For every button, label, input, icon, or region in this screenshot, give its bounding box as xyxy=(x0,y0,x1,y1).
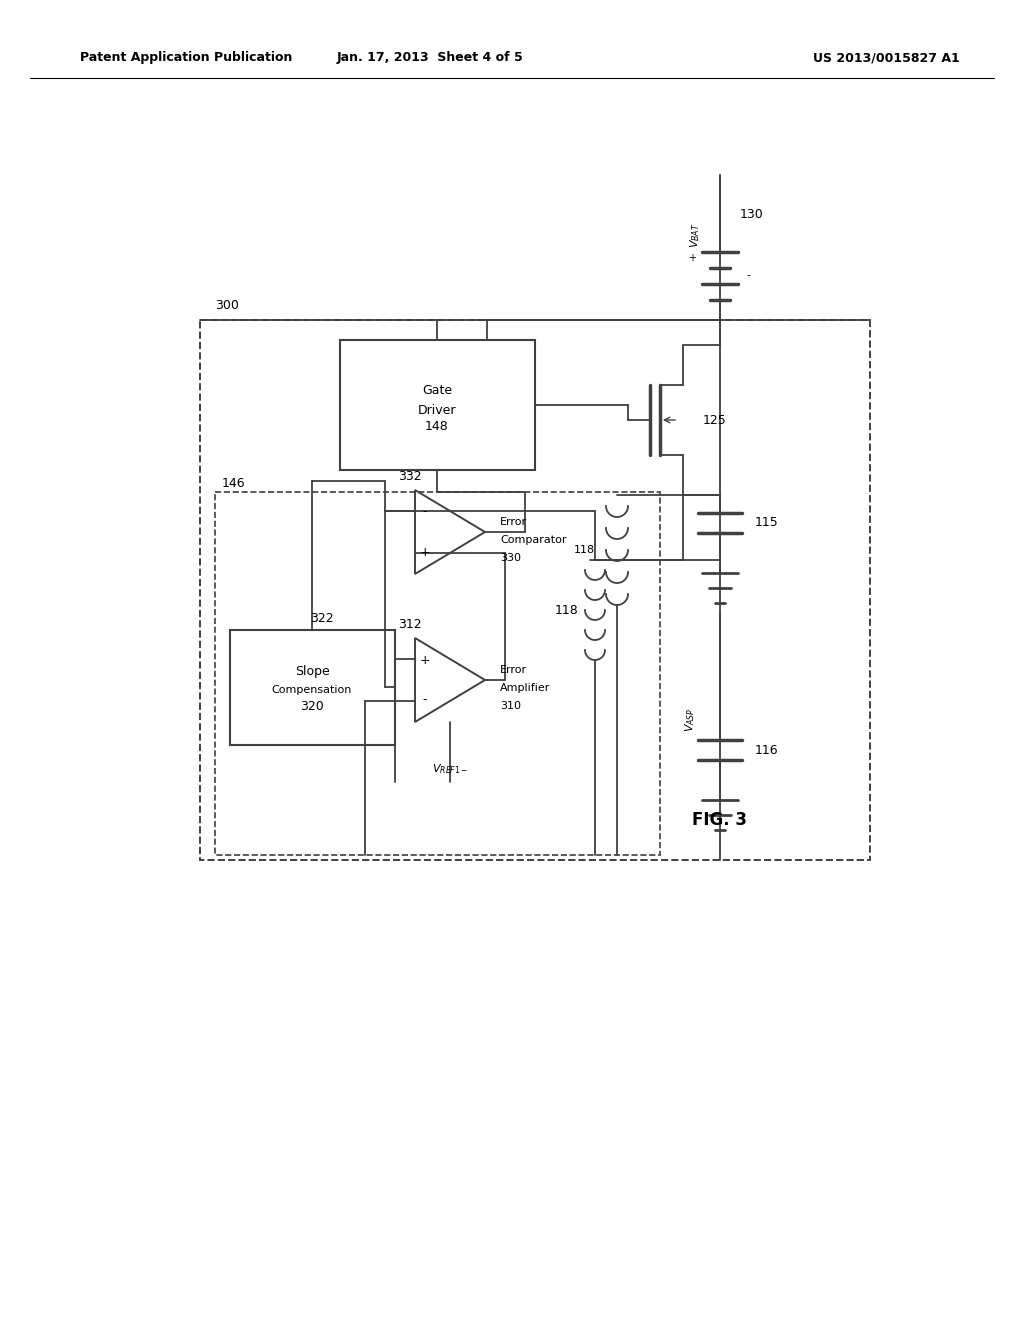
Text: US 2013/0015827 A1: US 2013/0015827 A1 xyxy=(813,51,961,65)
Text: -: - xyxy=(423,506,427,519)
Text: 115: 115 xyxy=(755,516,778,529)
Text: +: + xyxy=(420,545,430,558)
Text: +: + xyxy=(420,653,430,667)
Text: 322: 322 xyxy=(310,611,334,624)
Text: -: - xyxy=(423,693,427,706)
Text: Jan. 17, 2013  Sheet 4 of 5: Jan. 17, 2013 Sheet 4 of 5 xyxy=(337,51,523,65)
Bar xyxy=(230,630,395,744)
Text: $V_{BAT}$: $V_{BAT}$ xyxy=(688,222,701,248)
Text: Gate: Gate xyxy=(422,384,452,396)
Bar xyxy=(340,341,535,470)
Text: 118: 118 xyxy=(555,603,579,616)
Text: 300: 300 xyxy=(215,300,239,312)
Text: FIG. 3: FIG. 3 xyxy=(692,810,748,829)
Text: 116: 116 xyxy=(755,743,778,756)
Text: Slope: Slope xyxy=(295,665,330,678)
Text: Error: Error xyxy=(500,665,527,675)
Text: -: - xyxy=(746,271,750,280)
Text: 320: 320 xyxy=(300,701,324,714)
Text: +: + xyxy=(688,253,696,263)
Text: 118: 118 xyxy=(573,545,595,554)
Text: 130: 130 xyxy=(740,209,764,222)
Text: 312: 312 xyxy=(398,619,422,631)
Text: Compensation: Compensation xyxy=(271,685,352,696)
Bar xyxy=(200,319,870,861)
Text: 125: 125 xyxy=(703,413,727,426)
Text: $V_{ASP}$: $V_{ASP}$ xyxy=(683,708,697,733)
Text: Patent Application Publication: Patent Application Publication xyxy=(80,51,293,65)
Text: 148: 148 xyxy=(425,421,449,433)
Text: $V_{REF1-}$: $V_{REF1-}$ xyxy=(432,762,468,776)
Text: Amplifier: Amplifier xyxy=(500,682,550,693)
Text: 330: 330 xyxy=(500,553,521,564)
Text: 310: 310 xyxy=(500,701,521,711)
Text: 332: 332 xyxy=(398,470,422,483)
Text: 146: 146 xyxy=(222,477,246,490)
Text: Error: Error xyxy=(500,517,527,527)
Text: Comparator: Comparator xyxy=(500,535,566,545)
Text: Driver: Driver xyxy=(418,404,457,417)
Bar xyxy=(215,492,660,855)
